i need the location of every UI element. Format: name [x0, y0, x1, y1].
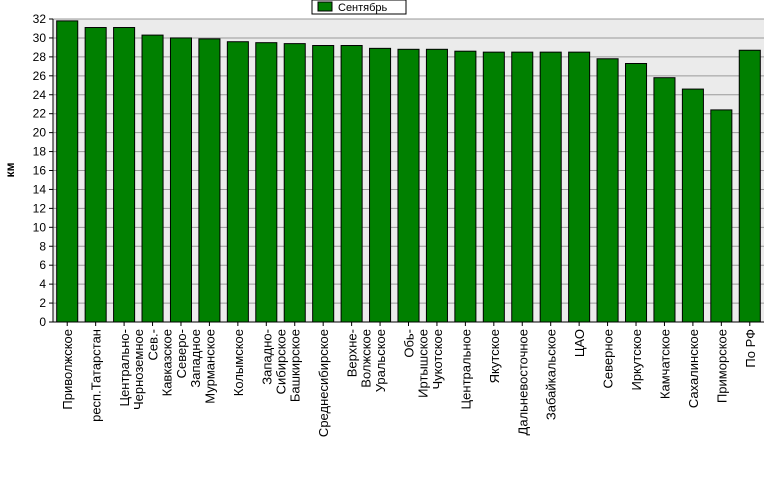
bar — [596, 58, 619, 323]
x-tick-label: Приморское — [714, 329, 729, 403]
x-tick-label: Иркутское — [629, 329, 644, 391]
legend-box — [311, 0, 407, 15]
bar — [255, 42, 278, 323]
x-tick-label: Якутское — [487, 329, 502, 383]
x-tick-label: Чукотское — [430, 329, 445, 390]
bar — [283, 43, 306, 323]
bar — [84, 27, 107, 323]
bar — [312, 45, 335, 323]
x-tick-label: Сахалинское — [686, 329, 701, 408]
x-tick-label: Северное — [601, 329, 616, 388]
y-axis-label: км — [3, 162, 17, 177]
y-tick-label: 2 — [39, 296, 46, 310]
x-tick-label: Башкирское — [288, 329, 303, 402]
bars — [56, 20, 761, 323]
bar — [113, 27, 136, 323]
y-tick-label: 32 — [33, 12, 47, 26]
bar — [56, 20, 79, 323]
x-tick-label: Камчатское — [657, 329, 672, 399]
y-tick-label: 30 — [33, 31, 47, 45]
x-tick-label: Центрально-Черноземное — [117, 329, 146, 410]
x-tick-label: Верхне-Волжское — [345, 329, 374, 388]
y-tick-label: 10 — [33, 220, 47, 234]
x-tick-label: Приволжское — [60, 329, 75, 410]
bar — [482, 51, 505, 323]
legend: Сентябрь — [311, 0, 407, 15]
x-tick-label: По РФ — [743, 329, 758, 368]
bar — [568, 51, 591, 323]
bar — [624, 63, 648, 323]
y-tick-label: 8 — [39, 239, 46, 253]
x-tick-label: Сев.-Кавказское — [146, 329, 175, 396]
y-tick-label: 20 — [33, 126, 47, 140]
x-tick-label: Обь-Иртышское — [402, 329, 431, 398]
x-tick-label: ЦАО — [572, 329, 587, 357]
bar — [681, 88, 704, 323]
y-tick-label: 28 — [33, 50, 47, 64]
x-tick-label: респ.Татарстан — [89, 329, 104, 422]
x-tick-label: Северо-Западное — [174, 329, 203, 388]
y-tick-label: 18 — [33, 145, 47, 159]
x-tick-label: Западно-Сибирское — [259, 329, 288, 394]
bar — [226, 41, 249, 323]
bar — [710, 109, 733, 323]
bar — [653, 77, 676, 323]
bar — [511, 51, 534, 323]
legend-label: Сентябрь — [338, 2, 388, 14]
x-tick-label: Среднесибирское — [316, 329, 331, 437]
x-tick-label: Мурманское — [202, 329, 217, 404]
x-tick-label: Забайкальское — [544, 329, 559, 420]
y-tick-label: 16 — [33, 164, 47, 178]
bar — [369, 47, 392, 323]
y-tick-label: 22 — [33, 107, 47, 121]
bar — [169, 37, 193, 323]
x-tick-label: Центральное — [458, 329, 473, 409]
bar — [141, 34, 164, 323]
y-tick-label: 24 — [33, 88, 47, 102]
x-tick-label: Дальневосточное — [515, 329, 530, 435]
bar — [425, 48, 448, 323]
bar — [738, 49, 761, 323]
bar — [198, 38, 221, 323]
legend-swatch — [317, 1, 333, 12]
y-tick-label: 4 — [39, 277, 46, 291]
bar — [454, 50, 477, 323]
y-tick-label: 26 — [33, 69, 47, 83]
y-tick-label: 0 — [39, 315, 46, 329]
x-tick-label: Уральское — [373, 329, 388, 392]
bar — [539, 51, 562, 323]
bar — [397, 48, 420, 323]
bar — [340, 45, 363, 323]
y-tick-label: 12 — [33, 201, 47, 215]
x-axis-labels: Приволжское респ.Татарстан Центрально-Черн… — [60, 322, 758, 437]
x-tick-label: Колымское — [231, 329, 246, 396]
y-tick-label: 14 — [33, 182, 47, 196]
y-tick-label: 6 — [39, 258, 46, 272]
